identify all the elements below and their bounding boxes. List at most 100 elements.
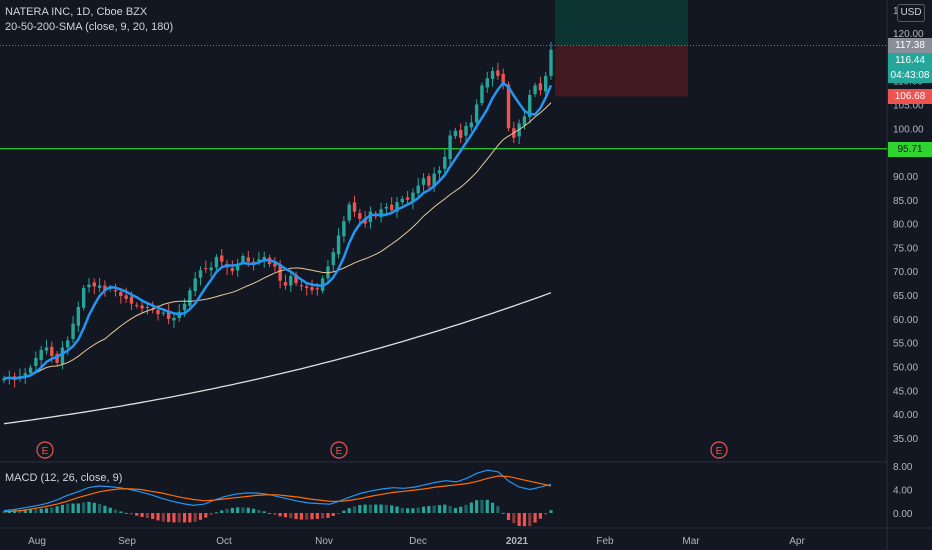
price-tick-label: 1: [893, 6, 899, 17]
candlestick-series: [2, 42, 553, 388]
candle-body: [416, 185, 420, 194]
candle-body: [87, 284, 91, 288]
earnings-label: E: [716, 446, 723, 457]
macd-histogram-bar: [475, 500, 479, 513]
candle-body: [368, 211, 373, 223]
macd-legend[interactable]: MACD (12, 26, close, 9): [5, 472, 123, 484]
macd-histogram-bar: [161, 513, 165, 522]
macd-histogram-bar: [517, 513, 521, 526]
macd-histogram-bar: [363, 504, 367, 513]
candle-body: [39, 349, 43, 361]
macd-histogram-bar: [411, 508, 415, 513]
macd-histogram-bar: [182, 513, 187, 523]
macd-histogram-bar: [432, 505, 436, 513]
macd-tick-label: 4.00: [893, 486, 913, 497]
candle-body: [113, 290, 118, 292]
last-price-tag: 116.44: [888, 53, 932, 68]
candle-body: [166, 310, 171, 319]
price-tick-label: 75.00: [893, 243, 918, 254]
candle-body: [193, 278, 197, 292]
candle-body: [2, 378, 6, 381]
candle-body: [135, 305, 139, 307]
candle-body: [76, 306, 81, 326]
candle-body: [188, 290, 192, 306]
macd-histogram-bar: [135, 513, 139, 516]
macd-histogram-bar: [374, 504, 378, 513]
macd-histogram-bar: [416, 507, 420, 513]
candle-body: [469, 122, 474, 128]
time-axis-label: Oct: [216, 536, 232, 547]
macd-histogram-bar: [28, 509, 33, 513]
macd-histogram-bar: [66, 503, 70, 513]
macd-histogram-bar: [406, 508, 410, 513]
candle-body: [246, 257, 250, 262]
macd-histogram-bar: [453, 507, 458, 513]
price-tick-label: 50.00: [893, 363, 918, 374]
candle-body: [437, 170, 442, 174]
candle-body: [315, 288, 320, 290]
currency-button[interactable]: USD: [897, 4, 925, 22]
price-tick-label: 85.00: [893, 196, 918, 207]
candle-body: [453, 130, 458, 137]
candle-body: [60, 347, 65, 365]
macd-histogram-bar: [230, 507, 234, 513]
macd-histogram-bar: [512, 513, 516, 524]
candle-body: [55, 353, 59, 363]
candle-body: [474, 104, 479, 123]
candle-body: [92, 282, 96, 287]
support-level-tag: 95.71: [888, 142, 932, 157]
macd-histogram-bar: [23, 509, 27, 513]
time-axis-label: 2021: [506, 536, 529, 547]
macd-histogram-bar: [427, 506, 431, 513]
candle-body: [161, 312, 166, 314]
macd-histogram-bar: [395, 506, 399, 513]
macd-histogram-bar: [310, 513, 314, 520]
candle-body: [172, 317, 176, 321]
candle-body: [97, 285, 102, 288]
macd-histogram-bar: [315, 513, 319, 519]
macd-histogram-bar: [39, 508, 43, 513]
price-tick-label: 70.00: [893, 267, 918, 278]
macd-histogram-bar: [352, 506, 357, 513]
macd-histogram-bar: [129, 513, 134, 515]
candle-body: [66, 340, 70, 348]
symbol-legend[interactable]: NATERA INC, 1D, Cboe BZX: [5, 6, 148, 18]
macd-histogram-bar: [151, 513, 155, 520]
earnings-circle: [710, 441, 728, 459]
candle-body: [273, 263, 277, 267]
macd-histogram-bar: [220, 510, 224, 513]
macd-histogram-bar: [522, 513, 527, 527]
macd-histogram-bar: [108, 507, 112, 513]
candle-body: [103, 285, 107, 291]
macd-histogram-bar: [18, 509, 22, 513]
candle-body: [124, 295, 128, 299]
indicator-legend[interactable]: 20-50-200-SMA (close, 9, 20, 180): [5, 21, 174, 33]
macd-pane: 8.00 4.00 0.00: [2, 462, 913, 527]
macd-histogram-bar: [368, 504, 373, 513]
macd-histogram-bar: [225, 508, 229, 513]
macd-histogram-bar: [177, 513, 181, 523]
candle-body: [549, 49, 553, 76]
macd-histogram-bar: [145, 513, 149, 518]
macd-histogram-bar: [464, 504, 468, 513]
candle-body: [214, 256, 219, 268]
earnings-circle: [330, 441, 348, 459]
stop-zone: [555, 45, 688, 97]
macd-histogram-bar: [124, 512, 128, 514]
macd-histogram-bar: [480, 499, 484, 513]
macd-histogram-bar: [257, 509, 261, 513]
macd-histogram-bar: [443, 504, 447, 513]
macd-histogram-bar: [533, 513, 537, 523]
macd-histogram-bar: [50, 507, 54, 513]
candle-body: [358, 213, 362, 219]
macd-histogram-bar: [2, 511, 6, 513]
price-tick-label: 65.00: [893, 291, 918, 302]
macd-histogram-bar: [544, 513, 548, 515]
candle-body: [480, 85, 484, 104]
macd-histogram-bar: [390, 505, 394, 513]
candle-body: [384, 206, 389, 209]
macd-histogram-bar: [379, 504, 383, 513]
